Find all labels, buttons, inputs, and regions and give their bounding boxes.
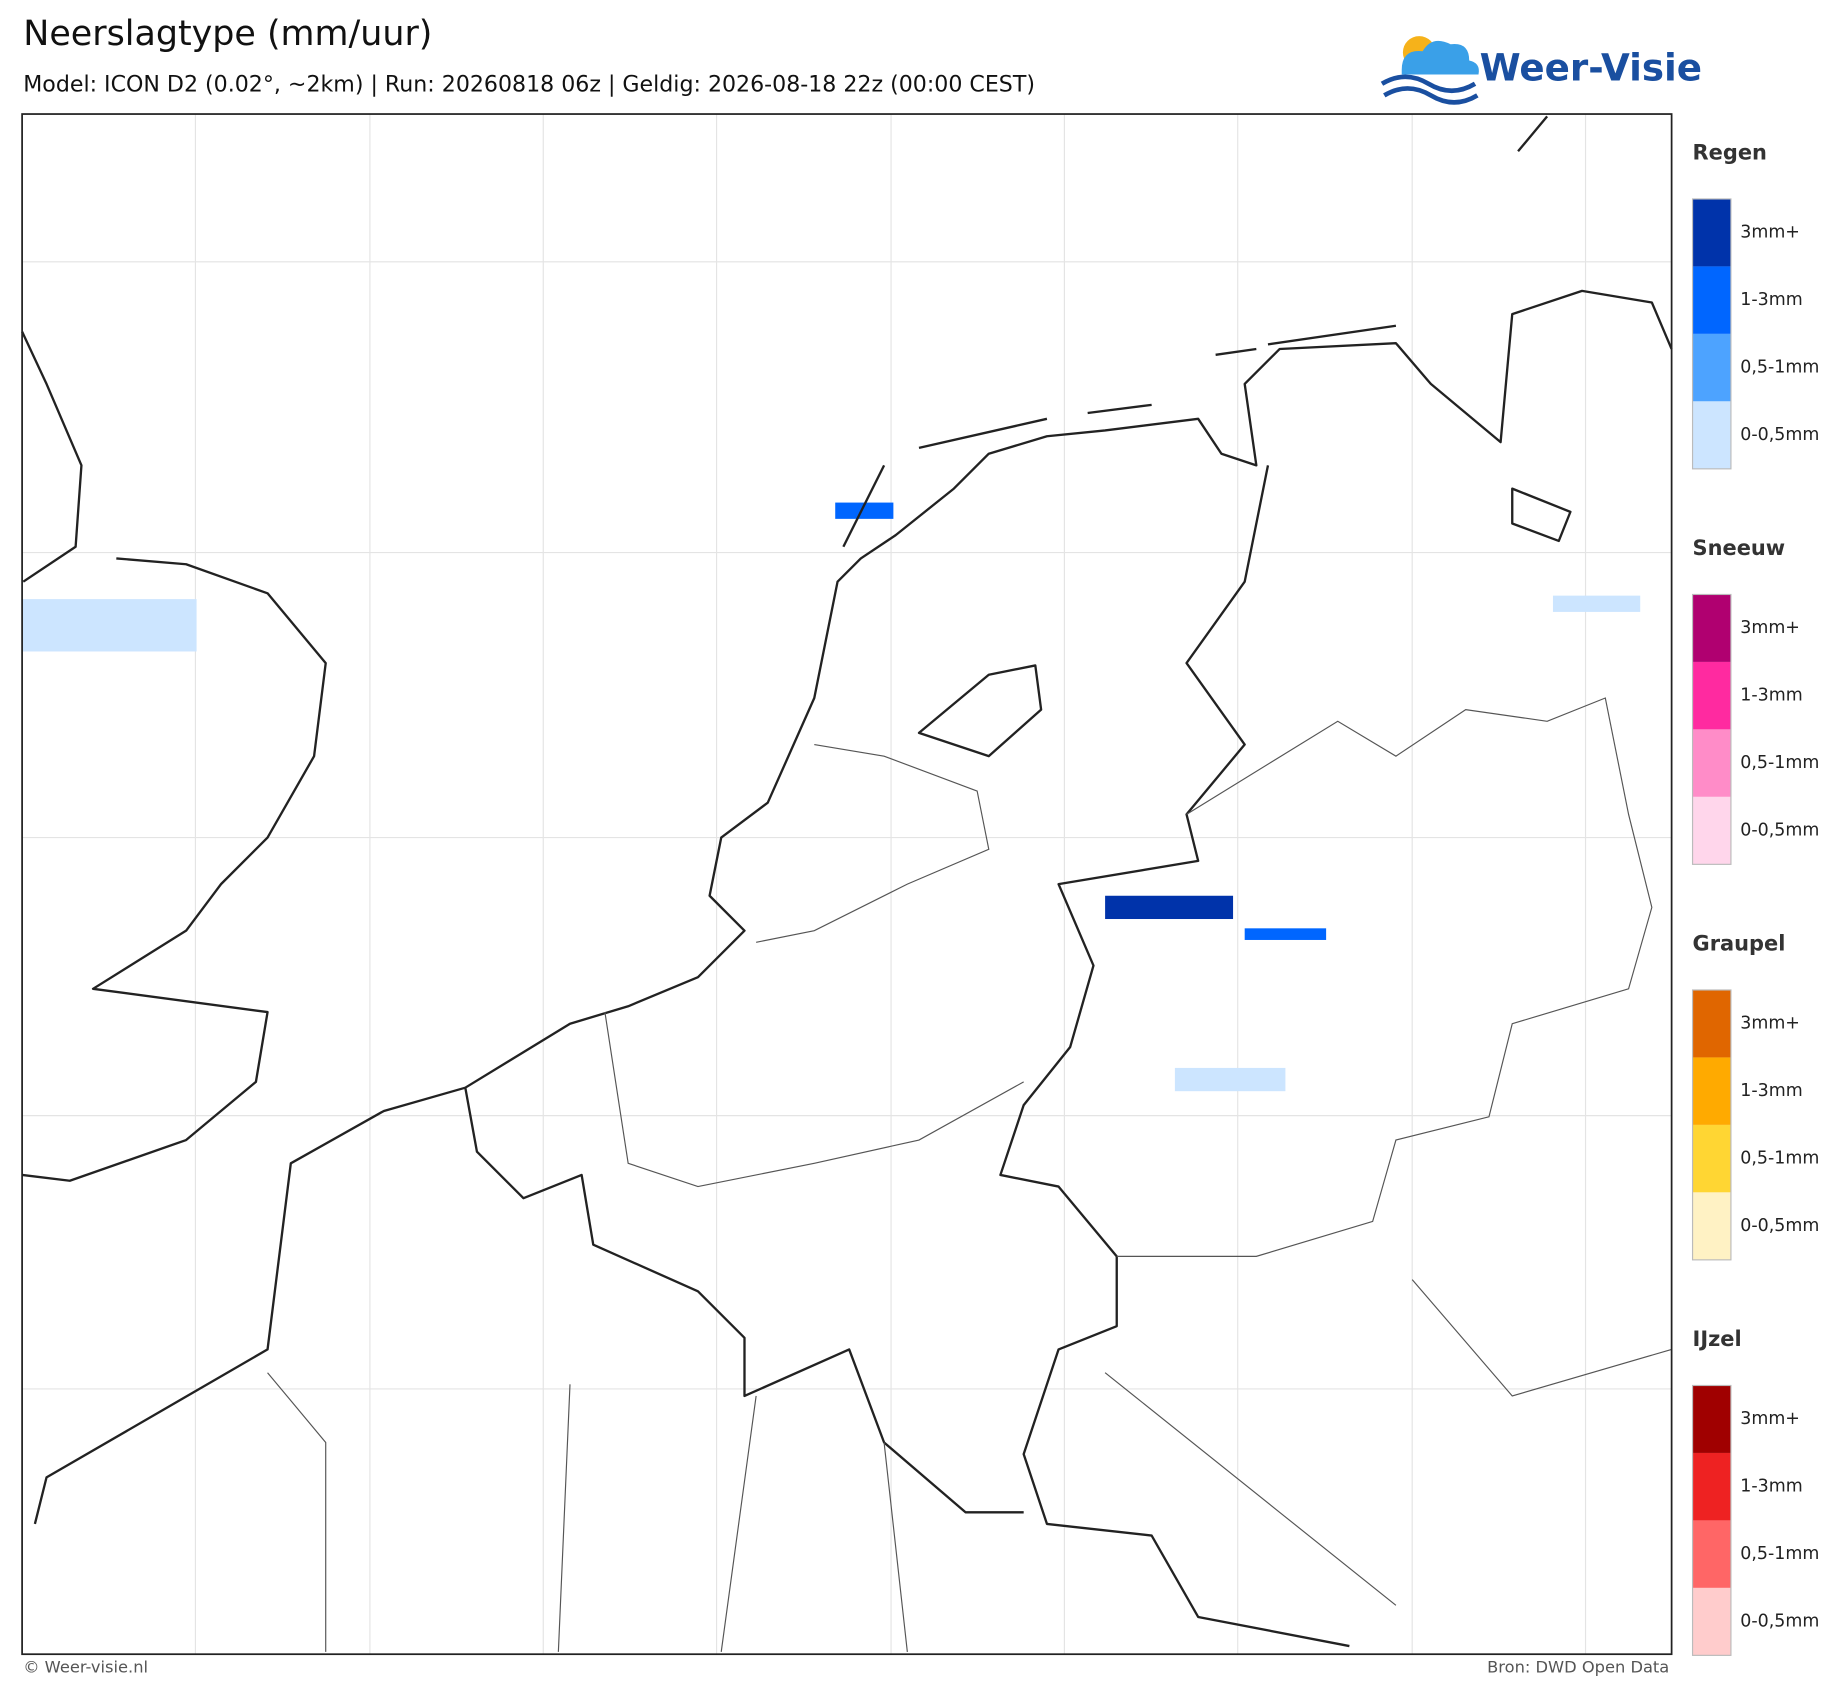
legend-swatch [1692,1587,1731,1656]
legend-frame [1691,198,1732,470]
legend-frame [1691,989,1732,1261]
legend-swatch [1692,729,1731,797]
logo-waves [1380,74,1479,105]
map-frame [21,113,1673,1656]
coastline [21,331,327,1182]
legend-swatch [1692,198,1731,267]
country-border [464,465,1350,1648]
legend-swatch [1692,661,1731,730]
legend-swatch [1692,401,1731,469]
precip-area [1244,928,1327,940]
legend-label: 3mm+ [1740,1014,1800,1034]
legend-swatch [1692,989,1731,1058]
legend-label: 0-0,5mm [1740,1216,1819,1236]
legend-label: 0,5-1mm [1740,753,1819,773]
footer-copyright: © Weer-visie.nl [23,1658,148,1677]
graticule [22,114,1672,1655]
precip-area [1552,595,1641,612]
legend-title: IJzel [1693,1327,1742,1351]
lake [917,664,1043,758]
legend-swatch [1692,1385,1731,1453]
legend-swatch [1692,1192,1731,1260]
legend-label: 0,5-1mm [1740,1149,1819,1169]
legend-frame [1691,593,1732,865]
legend-label: 0,5-1mm [1740,1544,1819,1564]
legend-title: Sneeuw [1693,536,1786,560]
legend-label: 0-0,5mm [1740,425,1819,445]
legend-title: Regen [1693,141,1767,165]
precip-area [1105,895,1234,920]
precip-area [835,502,894,519]
legend-swatch [1692,333,1731,402]
map-background [22,114,1672,1655]
legend-label: 1-3mm [1740,1477,1802,1497]
legend-label: 1-3mm [1740,1081,1802,1101]
legend-swatch [1692,266,1731,334]
coastlines [21,115,1673,1652]
legend: Regen 3mm+ 1-3mm 0,5-1mm 0-0,5mm Sneeuw 3mm+ 1-… [1691,141,1819,1656]
legend-label: 3mm+ [1740,1409,1800,1429]
logo-text: Weer-Visie [1480,45,1702,89]
title: Neerslagtype (mm/uur) [23,14,432,54]
legend-swatch [1692,1520,1731,1588]
legend-swatch [1692,1057,1731,1125]
logo-cloud [1401,40,1479,75]
legend-label: 1-3mm [1740,686,1802,706]
precip-area [1174,1067,1286,1092]
legend-title: Graupel [1693,932,1786,956]
legend-label: 0-0,5mm [1740,1612,1819,1632]
legend-label: 3mm+ [1740,223,1800,243]
grid-lines [22,114,1672,1655]
logo: Weer-Visie [1380,36,1702,105]
precip-area [22,599,197,652]
legend-frame [1691,1384,1732,1656]
legend-label: 1-3mm [1740,290,1802,310]
footer-source: Bron: DWD Open Data [1487,1658,1669,1677]
legend-swatch [1692,1124,1731,1193]
legend-swatch [1692,1452,1731,1521]
legend-label: 0,5-1mm [1740,358,1819,378]
subtitle: Model: ICON D2 (0.02°, ~2km) | Run: 2026… [23,71,1035,97]
legend-label: 0-0,5mm [1740,821,1819,841]
legend-swatch [1692,796,1731,865]
region-border [267,697,1672,1652]
legend-label: 3mm+ [1740,618,1800,638]
map [21,113,1673,1656]
islands [842,115,1572,548]
coastline [33,289,1673,1525]
legend-swatch [1692,594,1731,662]
precipitation [22,502,1641,1092]
